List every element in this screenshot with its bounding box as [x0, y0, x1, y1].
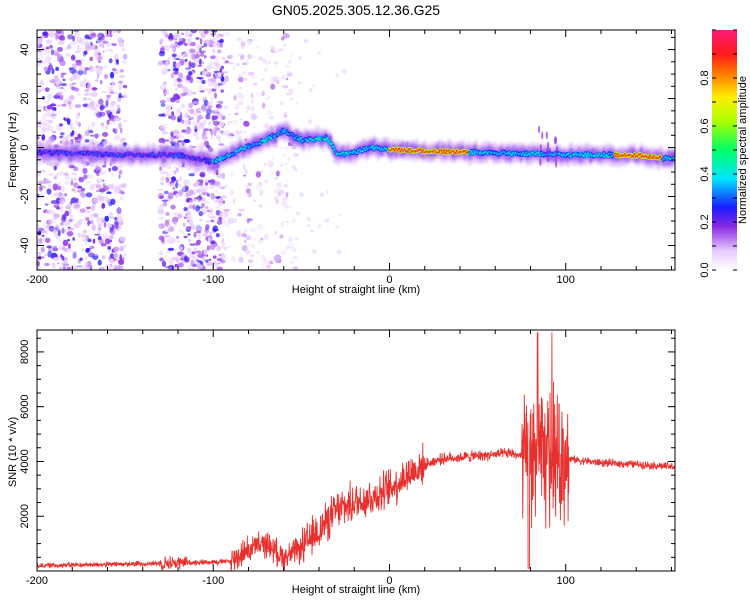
colorbar-tick-label: 0.4 [699, 166, 711, 181]
x-tick-label: 0 [386, 575, 392, 587]
colorbar-ticks: 0.0 0.2 0.4 0.6 0.8 [699, 29, 737, 278]
spectrogram-ridge [37, 120, 675, 176]
snr-y-axis-label: SNR (10 * v/v) [7, 417, 19, 487]
colorbar: 0.0 0.2 0.4 0.6 0.8 Normalized spectral ampl… [699, 29, 749, 278]
y-tick-label: 8000 [19, 340, 31, 364]
spectrogram-plot-area [37, 30, 675, 270]
x-tick-label: 0 [386, 274, 392, 286]
spectrogram-frame [36, 29, 676, 271]
spectrogram-x-axis-label: Height of straight line (km) [292, 284, 420, 296]
snr-plot-area [37, 332, 675, 571]
colorbar-label: Normalized spectral amplitude [737, 76, 749, 224]
y-tick-label: -20 [19, 189, 31, 205]
y-tick-label: 20 [19, 92, 31, 104]
spectrogram-y-axis-label: Frequency (Hz) [7, 112, 19, 188]
colorbar-gradient [712, 30, 737, 270]
snr-x-ticks: -200 -100 0 100 [26, 330, 672, 587]
snr-frame [36, 329, 676, 572]
colorbar-tick-label: 0.8 [699, 70, 711, 85]
y-tick-label: 4000 [19, 449, 31, 473]
snr-panel: -200 -100 0 100 2000 4000 6000 8000 Height of … [7, 329, 676, 596]
colorbar-tick-label: 0.2 [699, 214, 711, 229]
y-tick-label: 2000 [19, 504, 31, 528]
x-tick-label: -100 [202, 274, 224, 286]
colorbar-tick-label: 0.6 [699, 118, 711, 133]
x-tick-label: 100 [557, 575, 575, 587]
spectrogram-noise-speckle [37, 30, 347, 270]
y-tick-label: -40 [19, 238, 31, 254]
snr-series-line [37, 332, 675, 571]
x-tick-label: -200 [26, 575, 48, 587]
snr-y-ticks: 2000 4000 6000 8000 [19, 337, 675, 572]
colorbar-tick-label: 0.0 [699, 262, 711, 277]
spectrogram-panel: -200 -100 0 100 40 20 0 -20 -40 Height of strai… [7, 29, 676, 296]
x-tick-label: 100 [557, 274, 575, 286]
chart-title: GN05.2025.305.12.36.G25 [272, 2, 440, 18]
spectrogram-x-ticks: -200 -100 0 100 [26, 30, 672, 286]
y-tick-label: 40 [19, 43, 31, 55]
spectrogram-y-ticks: 40 20 0 -20 -40 [19, 36, 675, 271]
y-tick-label: 0 [19, 144, 31, 150]
y-tick-label: 6000 [19, 394, 31, 418]
x-tick-label: -200 [26, 274, 48, 286]
snr-x-axis-label: Height of straight line (km) [292, 584, 420, 596]
x-tick-label: -100 [202, 575, 224, 587]
